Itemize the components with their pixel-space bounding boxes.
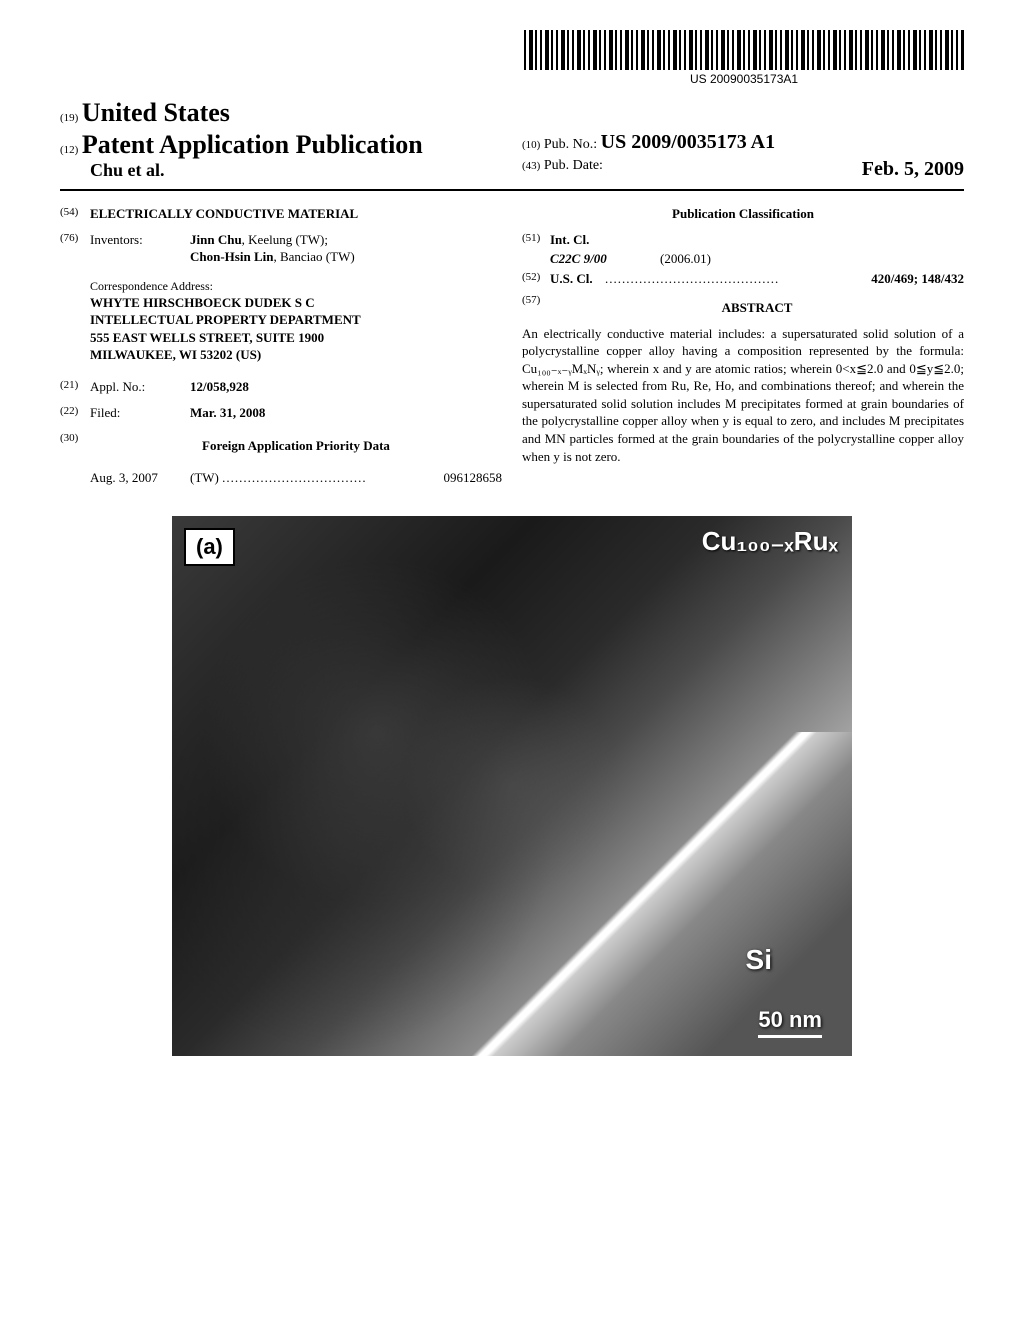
intcl-year: (2006.01) bbox=[660, 250, 711, 268]
filed-value: Mar. 31, 2008 bbox=[190, 404, 502, 422]
figure-si-label: Si bbox=[746, 944, 772, 976]
abstract-text: An electrically conductive material incl… bbox=[522, 325, 964, 465]
inventors-value: Jinn Chu, Keelung (TW); Chon-Hsin Lin, B… bbox=[190, 231, 502, 266]
correspondence-line-1: WHYTE HIRSCHBOECK DUDEK S C bbox=[90, 294, 502, 312]
header-right: (10) Pub. No.: US 2009/0035173 A1 (43) P… bbox=[502, 131, 964, 181]
two-column-body: (54) ELECTRICALLY CONDUCTIVE MATERIAL (7… bbox=[60, 205, 964, 486]
left-column: (54) ELECTRICALLY CONDUCTIVE MATERIAL (7… bbox=[60, 205, 502, 486]
priority-number: 096128658 bbox=[444, 469, 503, 487]
code-19: (19) bbox=[60, 112, 78, 124]
correspondence-line-4: MILWAUKEE, WI 53202 (US) bbox=[90, 346, 502, 364]
barcode-text: US 20090035173A1 bbox=[524, 72, 964, 86]
inventor-1-loc: , Keelung (TW); bbox=[242, 232, 328, 247]
pub-date-value: Feb. 5, 2009 bbox=[862, 158, 964, 181]
header-section: (19) United States (12) Patent Applicati… bbox=[60, 98, 964, 191]
inventor-2-loc: , Banciao (TW) bbox=[273, 249, 354, 264]
priority-country-code: (TW) bbox=[190, 470, 219, 485]
code-52: (52) bbox=[522, 270, 550, 288]
header-left: (19) United States (12) Patent Applicati… bbox=[60, 98, 502, 181]
code-76: (76) bbox=[60, 231, 90, 266]
invention-title: ELECTRICALLY CONDUCTIVE MATERIAL bbox=[90, 205, 358, 223]
correspondence-line-2: INTELLECTUAL PROPERTY DEPARTMENT bbox=[90, 311, 502, 329]
pub-date-line: (43) Pub. Date: Feb. 5, 2009 bbox=[522, 158, 964, 174]
uscl-values: 420/469; 148/432 bbox=[871, 270, 964, 288]
inventors-row: (76) Inventors: Jinn Chu, Keelung (TW); … bbox=[60, 231, 502, 266]
intcl-row-2: C22C 9/00 (2006.01) bbox=[522, 250, 964, 268]
uscl-row: (52) U.S. Cl. ..........................… bbox=[522, 270, 964, 288]
appl-no-label: Appl. No.: bbox=[90, 378, 190, 396]
pub-date-label: Pub. Date: bbox=[544, 158, 603, 173]
pub-type-line: (12) Patent Application Publication bbox=[60, 130, 502, 160]
figure-scale-bar: 50 nm bbox=[758, 1007, 822, 1038]
correspondence-block: Correspondence Address: WHYTE HIRSCHBOEC… bbox=[90, 278, 502, 364]
inventors-label: Inventors: bbox=[90, 231, 190, 266]
priority-header: Foreign Application Priority Data bbox=[90, 437, 502, 455]
uscl-label: U.S. Cl. bbox=[550, 270, 605, 288]
priority-dots: .................................. bbox=[222, 470, 367, 485]
pub-no-line: (10) Pub. No.: US 2009/0035173 A1 bbox=[522, 131, 964, 154]
publication-type: Patent Application Publication bbox=[82, 130, 423, 159]
figure-formula: Cu₁₀₀₋ₓRuₓ bbox=[702, 526, 838, 557]
priority-date: Aug. 3, 2007 bbox=[90, 469, 190, 487]
code-30: (30) bbox=[60, 431, 90, 461]
filed-label: Filed: bbox=[90, 404, 190, 422]
priority-header-row: (30) Foreign Application Priority Data bbox=[60, 431, 502, 461]
intcl-code: C22C 9/00 bbox=[550, 250, 660, 268]
code-10: (10) bbox=[522, 139, 540, 151]
country-line: (19) United States bbox=[60, 98, 502, 128]
code-22: (22) bbox=[60, 404, 90, 422]
correspondence-label: Correspondence Address: bbox=[90, 278, 502, 294]
priority-data-row: Aug. 3, 2007 (TW) ......................… bbox=[90, 469, 502, 487]
filed-row: (22) Filed: Mar. 31, 2008 bbox=[60, 404, 502, 422]
abstract-label: ABSTRACT bbox=[550, 299, 964, 317]
correspondence-line-3: 555 EAST WELLS STREET, SUITE 1900 bbox=[90, 329, 502, 347]
code-12: (12) bbox=[60, 144, 78, 156]
intcl-spacer bbox=[522, 250, 550, 268]
barcode-section: US 20090035173A1 bbox=[60, 30, 964, 88]
filed-text: Mar. 31, 2008 bbox=[190, 405, 265, 420]
code-21: (21) bbox=[60, 378, 90, 396]
barcode: US 20090035173A1 bbox=[524, 30, 964, 86]
title-row: (54) ELECTRICALLY CONDUCTIVE MATERIAL bbox=[60, 205, 502, 223]
abstract-header-row: (57) ABSTRACT bbox=[522, 293, 964, 323]
priority-country: (TW) .................................. bbox=[190, 469, 444, 487]
code-51: (51) bbox=[522, 231, 550, 249]
intcl-row-1: (51) Int. Cl. bbox=[522, 231, 964, 249]
appl-no-text: 12/058,928 bbox=[190, 379, 249, 394]
barcode-lines bbox=[524, 30, 964, 70]
figure-label-a: (a) bbox=[184, 528, 235, 566]
code-43: (43) bbox=[522, 160, 540, 172]
appl-no-row: (21) Appl. No.: 12/058,928 bbox=[60, 378, 502, 396]
right-column: Publication Classification (51) Int. Cl.… bbox=[522, 205, 964, 486]
country: United States bbox=[82, 98, 230, 127]
authors-header: Chu et al. bbox=[90, 160, 502, 181]
intcl-label: Int. Cl. bbox=[550, 231, 605, 249]
figure-image: (a) Cu₁₀₀₋ₓRuₓ Si 50 nm bbox=[172, 516, 852, 1056]
inventor-1-name: Jinn Chu bbox=[190, 232, 242, 247]
figure-section: (a) Cu₁₀₀₋ₓRuₓ Si 50 nm bbox=[60, 516, 964, 1061]
appl-no-value: 12/058,928 bbox=[190, 378, 502, 396]
code-57: (57) bbox=[522, 293, 550, 323]
uscl-dots: ........................................… bbox=[605, 270, 867, 288]
pub-no-value: US 2009/0035173 A1 bbox=[601, 131, 775, 153]
classification-header: Publication Classification bbox=[522, 205, 964, 223]
code-54: (54) bbox=[60, 205, 90, 223]
inventor-2-name: Chon-Hsin Lin bbox=[190, 249, 273, 264]
pub-no-label: Pub. No.: bbox=[544, 137, 597, 152]
patent-page: US 20090035173A1 (19) United States (12)… bbox=[0, 0, 1024, 1091]
